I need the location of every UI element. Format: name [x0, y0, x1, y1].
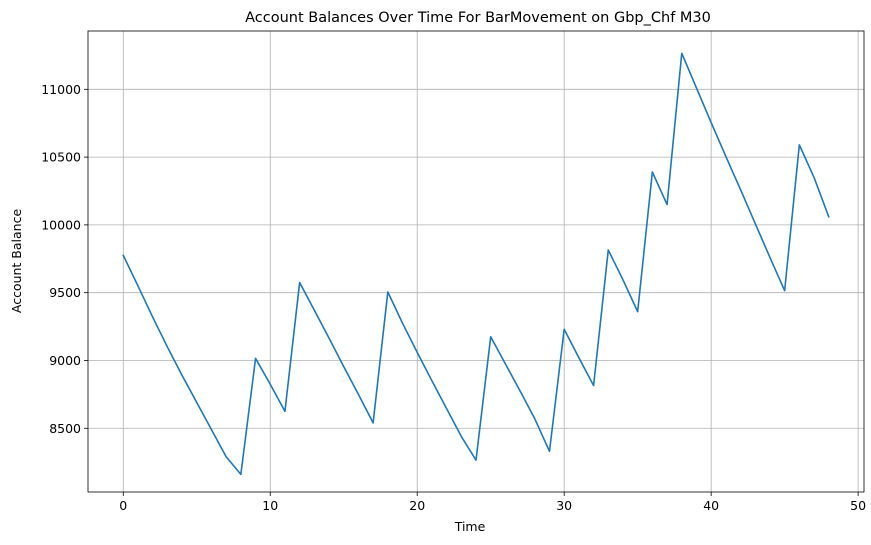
y-tick-label: 8500 — [49, 421, 81, 436]
x-tick-label: 30 — [556, 498, 572, 513]
gridlines — [88, 31, 864, 492]
series-layer — [122, 52, 830, 476]
x-tick-label: 20 — [409, 498, 425, 513]
y-tick-label: 9000 — [49, 353, 81, 368]
plot-frame — [87, 30, 865, 493]
series-line — [122, 52, 830, 476]
x-axis-label: Time — [454, 519, 486, 534]
axis-ticks: 0 10 20 30 40 50 8500 9000 9500 10000 10500 11000 — [41, 82, 866, 513]
chart-title: Account Balances Over Time For BarMoveme… — [245, 10, 711, 26]
y-tick-label: 10000 — [41, 217, 81, 232]
y-tick-label: 10500 — [41, 150, 81, 165]
x-tick-label: 0 — [119, 498, 127, 513]
y-tick-label: 11000 — [41, 82, 81, 97]
x-tick-label: 50 — [850, 498, 866, 513]
x-tick-label: 10 — [262, 498, 278, 513]
y-tick-label: 9500 — [49, 285, 81, 300]
y-axis-label: Account Balance — [9, 209, 24, 314]
x-tick-label: 40 — [703, 498, 719, 513]
